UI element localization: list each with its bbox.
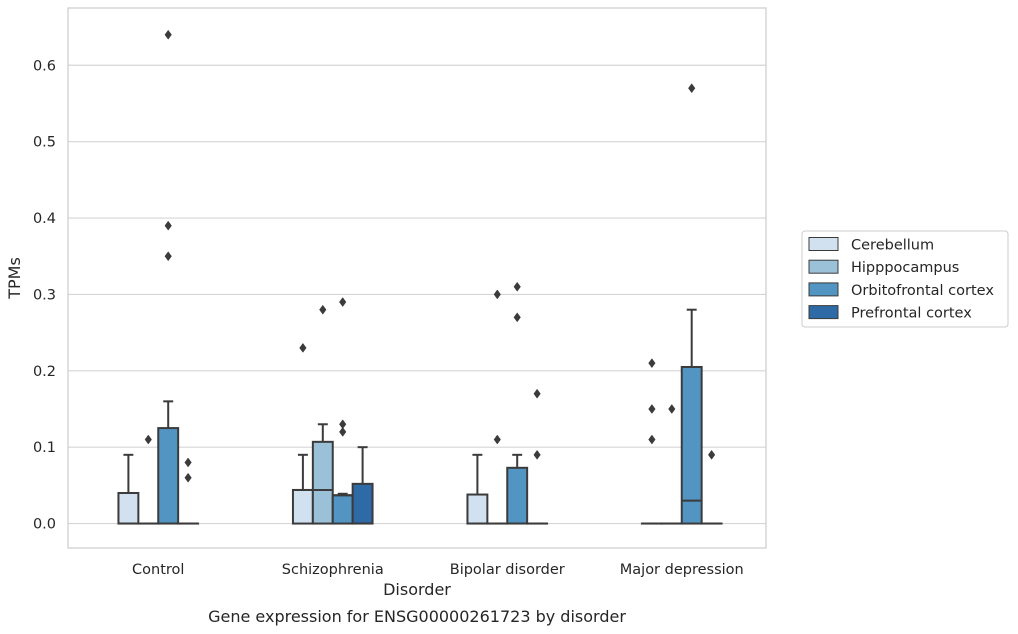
x-tick-label: Major depression xyxy=(620,562,744,578)
legend-frame xyxy=(801,230,1009,328)
box xyxy=(506,466,529,525)
outlier-point xyxy=(184,457,192,468)
outlier-point xyxy=(164,29,172,40)
x-tick-label: Schizophrenia xyxy=(282,562,384,578)
box-hipppocampus xyxy=(486,289,509,525)
box-cerebellum xyxy=(640,358,663,525)
outlier-point xyxy=(339,419,347,430)
plot-area-frame xyxy=(67,7,767,549)
box-prefrontal-cortex xyxy=(177,457,200,525)
box xyxy=(331,494,354,525)
box xyxy=(311,440,334,525)
outlier-point xyxy=(299,342,307,353)
outlier-point xyxy=(688,83,696,94)
box xyxy=(157,427,180,525)
legend: Cerebellum Hipppocampus Orbitofrontal cort… xyxy=(801,230,1009,328)
outlier-point xyxy=(513,312,521,323)
outlier-point xyxy=(184,472,192,483)
legend-label: Cerebellum xyxy=(851,238,934,254)
box xyxy=(117,492,140,525)
outlier-point xyxy=(707,449,716,460)
outlier-point xyxy=(648,404,656,414)
x-tick-label: Control xyxy=(132,562,184,578)
box-orbitofrontal-cortex xyxy=(680,83,703,525)
legend-swatch xyxy=(808,259,839,274)
outlier-point xyxy=(668,404,676,414)
box xyxy=(291,488,314,525)
outlier-point xyxy=(319,304,327,315)
box-orbitofrontal-cortex xyxy=(331,297,354,525)
box-prefrontal-cortex xyxy=(700,449,723,525)
box-cerebellum xyxy=(291,342,314,525)
x-axis-label: Disorder xyxy=(383,580,451,599)
y-tick-label: 0.1 xyxy=(33,440,56,456)
box-hipppocampus xyxy=(660,404,683,525)
outlier-point xyxy=(339,426,347,437)
outlier-point xyxy=(648,358,656,369)
outlier-point xyxy=(513,281,521,292)
y-tick-label: 0.3 xyxy=(33,287,56,303)
outlier-point xyxy=(533,388,541,399)
legend-label: Prefrontal cortex xyxy=(851,306,972,322)
box-groups xyxy=(117,29,723,525)
legend-swatch xyxy=(808,237,839,251)
box-prefrontal-cortex xyxy=(526,388,549,525)
box-hipppocampus xyxy=(311,304,334,525)
legend-swatch xyxy=(808,305,839,320)
box xyxy=(351,482,374,525)
box xyxy=(466,493,489,525)
legend-label: Hipppocampus xyxy=(851,260,959,276)
outlier-point xyxy=(493,434,501,445)
y-tick-labels: 0.0 0.1 0.2 0.3 0.4 0.5 0.6 xyxy=(33,58,56,532)
box-prefrontal-cortex xyxy=(351,446,374,525)
y-tick-label: 0.5 xyxy=(33,135,56,151)
box-hipppocampus xyxy=(137,434,160,525)
box-orbitofrontal-cortex xyxy=(157,29,180,525)
y-tick-label: 0.2 xyxy=(33,364,56,380)
chart-caption: Gene expression for ENSG00000261723 by d… xyxy=(208,607,626,626)
box-cerebellum xyxy=(466,453,489,525)
y-tick-label: 0.6 xyxy=(33,58,56,74)
box xyxy=(680,365,703,525)
box-orbitofrontal-cortex xyxy=(506,281,529,525)
x-tick-labels: Control Schizophrenia Bipolar disorder Majo… xyxy=(132,562,744,578)
y-axis-label: TPMs xyxy=(5,257,24,300)
outlier-point xyxy=(164,251,172,262)
grid-lines xyxy=(68,64,766,525)
legend-swatch xyxy=(808,282,839,297)
x-tick-label: Bipolar disorder xyxy=(450,562,565,578)
outlier-point xyxy=(493,289,501,300)
legend-label: Orbitofrontal cortex xyxy=(851,283,994,299)
y-tick-label: 0.4 xyxy=(33,211,56,227)
outlier-point xyxy=(164,220,172,231)
outlier-point xyxy=(648,434,656,445)
outlier-point xyxy=(533,449,541,460)
y-tick-label: 0.0 xyxy=(33,517,56,533)
outlier-point xyxy=(144,434,152,445)
outlier-point xyxy=(339,297,347,307)
box-cerebellum xyxy=(117,453,140,525)
